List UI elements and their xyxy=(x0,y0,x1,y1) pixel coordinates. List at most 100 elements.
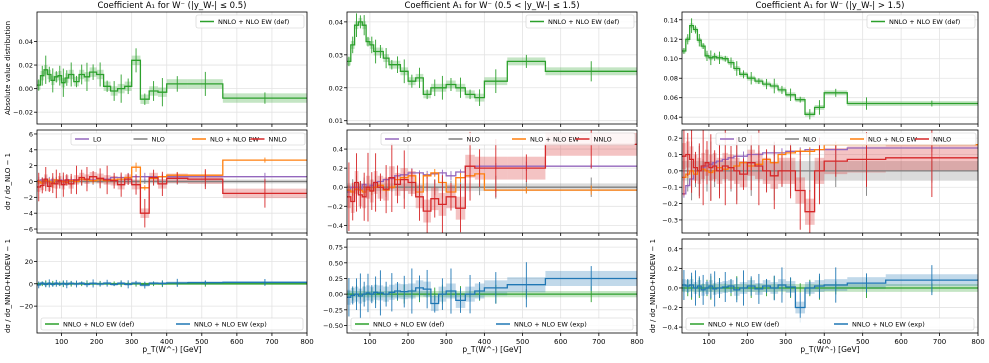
plot-frame xyxy=(681,129,979,234)
legend-box xyxy=(350,317,634,331)
y-tick-label: 0.25 xyxy=(329,275,343,283)
y-tick-label: 0.2 xyxy=(668,265,678,273)
y-tick-label: 0.0 xyxy=(668,167,678,175)
x-tick-label: 700 xyxy=(933,338,946,346)
x-tick-label: 200 xyxy=(90,338,103,346)
legend-entry: NNLO + NLO EW (def) xyxy=(889,18,960,26)
legend-box xyxy=(380,132,636,146)
x-axis-label: p_T(W^-) [GeV] xyxy=(142,345,201,354)
series-line-nnlo-nlo-ew-def- xyxy=(682,24,978,115)
panel-9: 100 200 300 400 500 600 700 800 −0.4 −0.2 0.0 0.2 0.… xyxy=(649,238,985,354)
y-tick-label: 0 xyxy=(29,280,33,288)
x-tick-label: 600 xyxy=(230,338,243,346)
y-tick-label: −20 xyxy=(19,303,33,311)
x-tick-label: 500 xyxy=(516,338,529,346)
y-tick-label: 0.12 xyxy=(664,36,678,44)
legend: LO NLO NLO + NLO EW NNLO xyxy=(380,132,636,146)
panel-5: −0.4 −0.2 0.0 0.2 0.4 LO NLO NLO + NLO EW NNLO xyxy=(327,129,638,236)
y-tick-label: 0.4 xyxy=(333,146,343,154)
x-tick-label: 700 xyxy=(592,338,605,346)
y-tick-label: −0.50 xyxy=(323,322,343,330)
legend-entry: NLO + NLO EW xyxy=(530,136,579,144)
y-tick-label: 0.08 xyxy=(664,75,678,83)
legend: NNLO + NLO EW (def) NNLO + NLO EW (exp) xyxy=(350,317,634,331)
y-axis-label: dσ / dσ_NLO − 1 xyxy=(4,153,12,210)
x-tick-label: 400 xyxy=(818,338,831,346)
y-tick-label: −0.3 xyxy=(662,216,678,224)
legend: NNLO + NLO EW (def) xyxy=(195,14,305,29)
y-tick-label: 6 xyxy=(29,130,33,138)
y-tick-label: 0.03 xyxy=(329,51,343,59)
panel-4: −6 −4 −2 0 2 4 6 dσ / dσ_NLO − 1 LO NLO NLO + NLO … xyxy=(4,129,308,236)
plot-frame xyxy=(346,11,638,125)
y-tick-label: 2 xyxy=(29,162,33,170)
legend-entry: LO xyxy=(403,136,412,144)
x-tick-label: 700 xyxy=(265,338,278,346)
legend-entry: NNLO + NLO EW (exp) xyxy=(852,321,925,329)
y-tick-label: −0.4 xyxy=(327,222,343,230)
y-tick-label: 0.04 xyxy=(329,18,343,26)
x-tick-label: 500 xyxy=(856,338,869,346)
x-tick-label: 200 xyxy=(401,338,414,346)
plot-frame xyxy=(36,11,308,125)
y-tick-label: 0.4 xyxy=(668,245,678,253)
y-tick-label: −0.02 xyxy=(13,109,33,117)
plot-frame xyxy=(346,238,638,334)
y-tick-label: −0.25 xyxy=(323,306,343,314)
legend-entry: NNLO + NLO EW (def) xyxy=(373,321,444,329)
legend-entry: NNLO + NLO EW (def) xyxy=(63,321,134,329)
y-tick-label: −0.2 xyxy=(662,304,678,312)
plot-frame xyxy=(681,238,979,334)
legend-entry: NNLO xyxy=(594,136,612,144)
legend: NNLO + NLO EW (def) xyxy=(525,14,635,29)
legend: NNLO + NLO EW (def) NNLO + NLO EW (exp) xyxy=(685,317,975,331)
y-tick-label: 0.10 xyxy=(664,55,678,63)
x-tick-label: 800 xyxy=(971,338,984,346)
legend-entry: NNLO + NLO EW (exp) xyxy=(194,321,267,329)
x-tick-label: 100 xyxy=(702,338,715,346)
plot-frame xyxy=(681,11,979,125)
y-tick-label: 0.50 xyxy=(329,259,343,267)
y-axis-label: dσ / dσ_NNLO+NLOEW − 1 xyxy=(649,239,657,333)
x-tick-label: 400 xyxy=(478,338,491,346)
x-tick-label: 600 xyxy=(894,338,907,346)
legend: LO NLO NLO + NLO EW NNLO xyxy=(715,132,977,146)
y-tick-label: 0.02 xyxy=(329,84,343,92)
x-tick-label: 300 xyxy=(779,338,792,346)
x-tick-label: 600 xyxy=(554,338,567,346)
y-tick-label: −6 xyxy=(23,226,33,234)
y-tick-label: 0.0 xyxy=(668,284,678,292)
panel-8: 100 200 300 400 500 600 700 800 −0.50 −0.25 0.00 0.… xyxy=(323,238,644,354)
y-tick-label: 0.2 xyxy=(668,135,678,143)
legend-entry: NLO xyxy=(152,136,165,144)
legend-box xyxy=(685,317,975,331)
x-tick-label: 800 xyxy=(300,338,313,346)
legend-box xyxy=(866,14,976,29)
y-tick-label: −2 xyxy=(23,194,33,202)
legend-box xyxy=(715,132,977,146)
y-tick-label: 0.06 xyxy=(664,94,678,102)
x-tick-label: 100 xyxy=(55,338,68,346)
legend-box xyxy=(70,132,306,146)
y-tick-label: 0.02 xyxy=(19,62,33,70)
plot-frame xyxy=(36,238,308,334)
panel-title: Coefficient A₁ for W⁻ (0.5 < |y_W-| ≤ 1.… xyxy=(404,1,579,11)
legend-entry: NNLO xyxy=(269,136,287,144)
y-tick-label: 0.00 xyxy=(19,85,33,93)
y-tick-label: 0.1 xyxy=(668,151,678,159)
series-line-nnlo-nlo-ew-def- xyxy=(37,59,307,100)
legend-entry: NNLO + NLO EW (def) xyxy=(218,18,289,26)
series-line-nnlo xyxy=(347,143,637,212)
x-axis-label: p_T(W^-) [GeV] xyxy=(800,345,859,354)
y-axis-label: dσ / dσ_NNLO+NLOEW − 1 xyxy=(4,239,12,333)
legend-box xyxy=(525,14,635,29)
panel-6: −0.3 −0.2 −0.1 0.0 0.1 0.2 LO NLO NLO + NLO EW NN… xyxy=(662,129,979,236)
legend-entry: LO xyxy=(93,136,102,144)
legend-entry: NLO + NLO EW xyxy=(210,136,259,144)
x-tick-label: 200 xyxy=(741,338,754,346)
x-tick-label: 400 xyxy=(160,338,173,346)
x-tick-label: 800 xyxy=(630,338,643,346)
panel-title: Coefficient A₁ for W⁻ (|y_W-| ≤ 0.5) xyxy=(98,1,247,11)
y-tick-label: 0.00 xyxy=(329,291,343,299)
